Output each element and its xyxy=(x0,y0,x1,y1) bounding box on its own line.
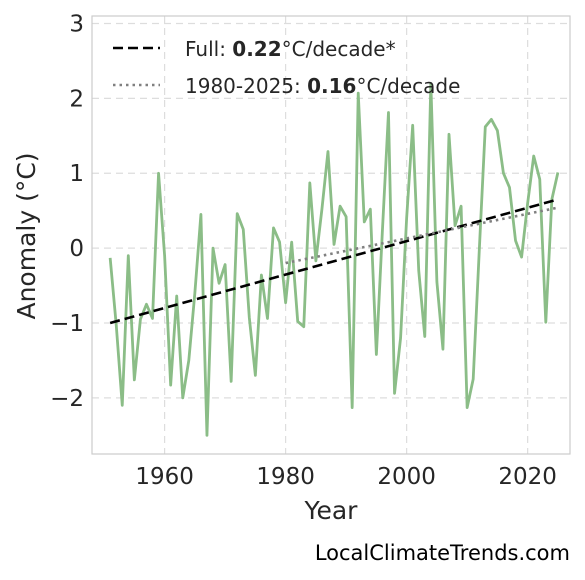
x-tick-label: 1960 xyxy=(135,464,194,490)
site-credit: LocalClimateTrends.com xyxy=(315,541,570,565)
y-tick-labels: −2 −1 0 1 2 3 xyxy=(50,11,84,411)
x-tick-label: 1980 xyxy=(256,464,315,490)
legend-entry-recent-trend: 1980-2025: 0.16°C/decade xyxy=(185,74,460,98)
y-tick-label: −1 xyxy=(50,311,84,337)
plot-frame xyxy=(91,15,571,455)
y-axis-title: Anomaly (°C) xyxy=(12,152,41,319)
y-tick-label: 3 xyxy=(69,11,84,37)
x-tick-label: 2020 xyxy=(498,464,557,490)
legend-full-label: Full: xyxy=(185,37,232,61)
legend-entry-full-trend: Full: 0.22°C/decade* xyxy=(185,37,396,61)
legend-recent-unit: °C/decade xyxy=(356,74,460,98)
y-tick-label: 2 xyxy=(69,86,84,112)
y-tick-label: 0 xyxy=(69,236,84,262)
legend-full-rate: 0.22 xyxy=(232,37,281,61)
x-axis-title: Year xyxy=(304,496,359,525)
legend-recent-rate: 0.16 xyxy=(307,74,356,98)
recent-trend-line xyxy=(285,206,559,265)
series-layer xyxy=(108,81,560,437)
x-tick-label: 2000 xyxy=(377,464,436,490)
y-tick-label: 1 xyxy=(69,161,84,187)
y-tick-label: −2 xyxy=(50,386,84,412)
legend-recent-label: 1980-2025: xyxy=(185,74,307,98)
legend-full-unit: °C/decade* xyxy=(282,37,396,61)
anomaly-series-line xyxy=(108,81,560,437)
full-trend-line xyxy=(109,198,559,325)
x-tick-labels: 1960 1980 2000 2020 xyxy=(135,464,557,490)
legend: Full: 0.22°C/decade* 1980-2025: 0.16°C/d… xyxy=(113,37,460,98)
